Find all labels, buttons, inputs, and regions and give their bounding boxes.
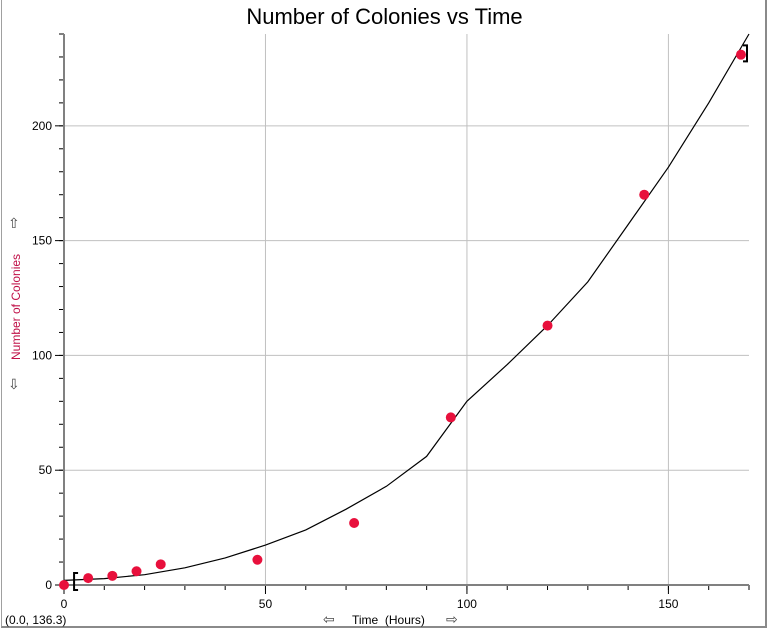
x-tick-label: 0	[61, 597, 68, 611]
y-tick-label: 100	[32, 348, 52, 362]
y-tick-label: 50	[39, 463, 53, 477]
y-axis-label: Number of Colonies	[9, 253, 23, 360]
x-axis-label: Time (Hours)	[352, 613, 425, 627]
data-point[interactable]	[107, 570, 118, 581]
data-point[interactable]	[59, 580, 69, 590]
data-point[interactable]	[445, 412, 456, 423]
data-point[interactable]	[83, 573, 94, 584]
data-point[interactable]	[349, 518, 360, 529]
data-point[interactable]	[131, 566, 142, 577]
y-tick-label: 0	[45, 578, 52, 592]
data-point[interactable]	[542, 320, 553, 331]
x-tick-label: 100	[457, 597, 477, 611]
chart-title: Number of Colonies vs Time	[246, 4, 523, 29]
y-scroll-down-icon[interactable]: ⇩	[8, 376, 20, 392]
y-scroll-up-icon[interactable]: ⇧	[8, 215, 20, 231]
y-tick-label: 200	[32, 119, 52, 133]
data-point[interactable]	[639, 189, 650, 200]
cursor-coordinates: (0.0, 136.3)	[5, 613, 67, 627]
data-point[interactable]	[252, 554, 263, 565]
range-bracket-right[interactable]	[743, 44, 748, 63]
x-tick-label: 150	[658, 597, 678, 611]
data-point[interactable]	[735, 49, 746, 60]
curve-fit-line	[63, 33, 750, 581]
data-point[interactable]	[155, 559, 166, 570]
range-bracket-left[interactable]	[73, 572, 79, 591]
x-scroll-right-icon[interactable]: ⇨	[446, 611, 458, 627]
x-scroll-left-icon[interactable]: ⇦	[323, 611, 335, 627]
x-tick-label: 50	[259, 597, 273, 611]
y-tick-label: 150	[32, 234, 52, 248]
